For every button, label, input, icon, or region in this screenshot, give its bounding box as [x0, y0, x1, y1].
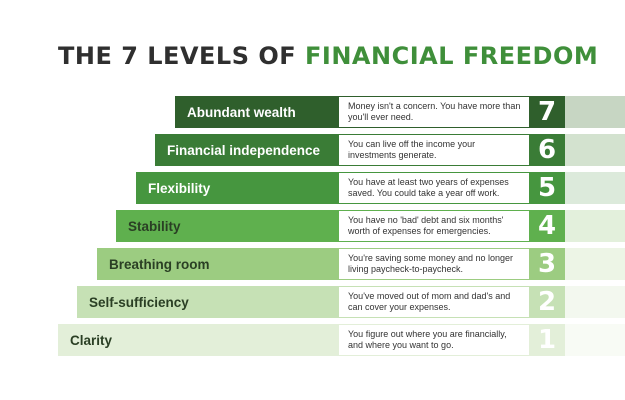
level-2: Self-sufficiency You've moved out of mom… — [77, 286, 625, 318]
level-1-name: Clarity — [58, 324, 339, 356]
level-6-name: Financial independence — [155, 134, 339, 166]
level-7: Abundant wealth Money isn't a concern. Y… — [175, 96, 625, 128]
level-4: Stability You have no 'bad' debt and six… — [116, 210, 625, 242]
level-4-name: Stability — [116, 210, 339, 242]
level-3-description: You're saving some money and no longer l… — [339, 248, 529, 280]
level-6-description: You can live off the income your investm… — [339, 134, 529, 166]
level-6: Financial independence You can live off … — [155, 134, 625, 166]
level-3-tail — [565, 248, 625, 280]
level-1-number: 1 — [529, 324, 565, 356]
level-5-tail — [565, 172, 625, 204]
level-6-tail — [565, 134, 625, 166]
level-3-description-text: You're saving some money and no longer l… — [348, 253, 513, 274]
level-7-description-text: Money isn't a concern. You have more tha… — [348, 101, 521, 122]
level-7-number: 7 — [529, 96, 565, 128]
level-1-description: You figure out where you are financially… — [339, 324, 529, 356]
level-4-description: You have no 'bad' debt and six months' w… — [339, 210, 529, 242]
title-part-dark: THE 7 LEVELS OF — [58, 42, 306, 70]
level-4-number: 4 — [529, 210, 565, 242]
level-5-number: 5 — [529, 172, 565, 204]
level-7-description: Money isn't a concern. You have more tha… — [339, 96, 529, 128]
level-5-description: You have at least two years of expenses … — [339, 172, 529, 204]
level-7-name: Abundant wealth — [175, 96, 339, 128]
level-3: Breathing room You're saving some money … — [97, 248, 625, 280]
level-7-tail — [565, 96, 625, 128]
level-5: Flexibility You have at least two years … — [136, 172, 625, 204]
infographic-title: THE 7 LEVELS OF FINANCIAL FREEDOM — [58, 40, 598, 72]
level-4-description-text: You have no 'bad' debt and six months' w… — [348, 215, 504, 236]
level-2-tail — [565, 286, 625, 318]
level-2-description: You've moved out of mom and dad's and ca… — [339, 286, 529, 318]
level-6-number: 6 — [529, 134, 565, 166]
level-5-name: Flexibility — [136, 172, 339, 204]
level-3-number: 3 — [529, 248, 565, 280]
level-1-description-text: You figure out where you are financially… — [348, 329, 507, 350]
level-3-name: Breathing room — [97, 248, 339, 280]
level-1-tail — [565, 324, 625, 356]
level-5-description-text: You have at least two years of expenses … — [348, 177, 509, 198]
level-2-number: 2 — [529, 286, 565, 318]
level-4-tail — [565, 210, 625, 242]
title-part-green: FINANCIAL FREEDOM — [305, 42, 599, 70]
level-2-description-text: You've moved out of mom and dad's and ca… — [348, 291, 511, 312]
level-6-description-text: You can live off the income your investm… — [348, 139, 476, 160]
level-2-name: Self-sufficiency — [77, 286, 339, 318]
level-1: Clarity You figure out where you are fin… — [58, 324, 625, 356]
